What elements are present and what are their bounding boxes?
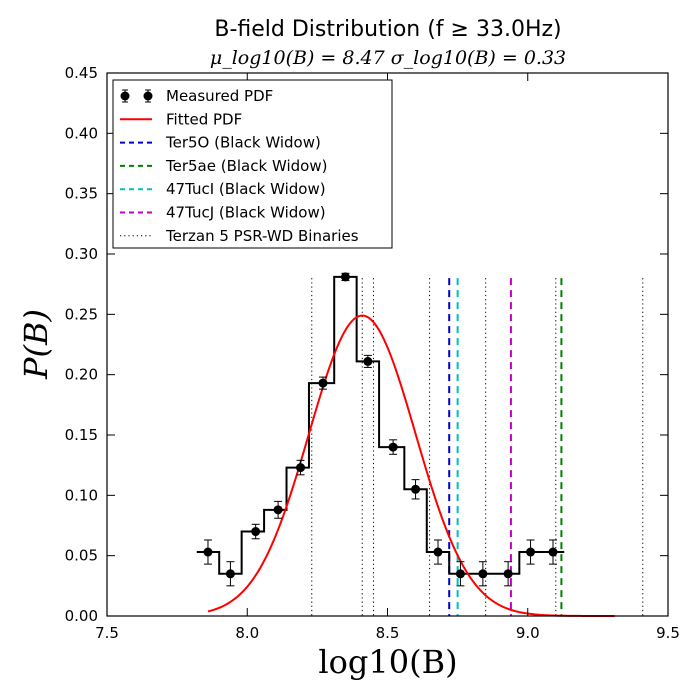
measured-point-0 (203, 547, 213, 557)
y-tick-label-8: 0.40 (65, 124, 98, 142)
legend-label-1: Fitted PDF (166, 110, 242, 128)
chart-title: B-field Distribution (f ≥ 33.0Hz) (214, 17, 561, 42)
measured-point-3 (273, 505, 283, 515)
legend-label-0: Measured PDF (166, 87, 273, 105)
y-tick-label-3: 0.15 (65, 426, 98, 444)
y-axis-label: P(B) (17, 309, 55, 380)
legend-marker-a (120, 91, 130, 101)
y-tick-label-6: 0.30 (65, 245, 98, 263)
x-tick-label-2: 8.5 (376, 624, 400, 642)
y-tick-label-1: 0.05 (65, 547, 98, 565)
plot-area (196, 272, 644, 617)
x-axis-label: log10(B) (318, 643, 457, 681)
measured-point-5 (318, 378, 328, 388)
x-tick-label-1: 8.0 (235, 624, 259, 642)
y-tick-label-7: 0.35 (65, 185, 98, 203)
legend-label-5: 47TucJ (Black Widow) (166, 204, 326, 222)
measured-point-12 (478, 569, 488, 579)
y-tick-label-5: 0.25 (65, 305, 98, 323)
measured-point-15 (548, 547, 558, 557)
legend-box (112, 79, 393, 249)
fitted-pdf-curve (207, 314, 615, 617)
axis-ticks: 7.5 8.0 8.5 9.0 9.5 0.00 0.05 0.10 0.15 0.20 0.25 0… (65, 64, 680, 642)
legend-label-2: Ter5O (Black Widow) (165, 134, 321, 152)
measured-point-8 (388, 442, 398, 452)
chart-subtitle: μ_log10(B) = 8.47 σ_log10(B) = 0.33 (210, 47, 566, 69)
y-tick-label-2: 0.10 (65, 486, 98, 504)
y-tick-label-9: 0.45 (65, 64, 98, 82)
measured-point-7 (363, 356, 373, 366)
legend: Measured PDF Fitted PDF Ter5O (Black Widow… (112, 79, 393, 249)
x-tick-label-0: 7.5 (95, 624, 119, 642)
measured-point-14 (526, 547, 536, 557)
measured-point-11 (455, 569, 465, 579)
x-tick-label-4: 9.5 (656, 624, 680, 642)
legend-label-6: Terzan 5 PSR-WD Binaries (165, 227, 359, 245)
measured-point-9 (411, 484, 421, 494)
measured-point-4 (296, 463, 306, 473)
y-tick-label-4: 0.20 (65, 366, 98, 384)
legend-marker-b (143, 91, 153, 101)
legend-label-3: Ter5ae (Black Widow) (165, 157, 327, 175)
y-tick-label-0: 0.00 (65, 607, 98, 625)
legend-label-4: 47TucI (Black Widow) (166, 180, 326, 198)
measured-point-2 (251, 527, 261, 537)
measured-point-1 (225, 569, 235, 579)
measured-point-10 (433, 547, 443, 557)
x-tick-label-3: 9.0 (516, 624, 540, 642)
measured-point-6 (340, 272, 350, 282)
measured-point-13 (503, 569, 513, 579)
